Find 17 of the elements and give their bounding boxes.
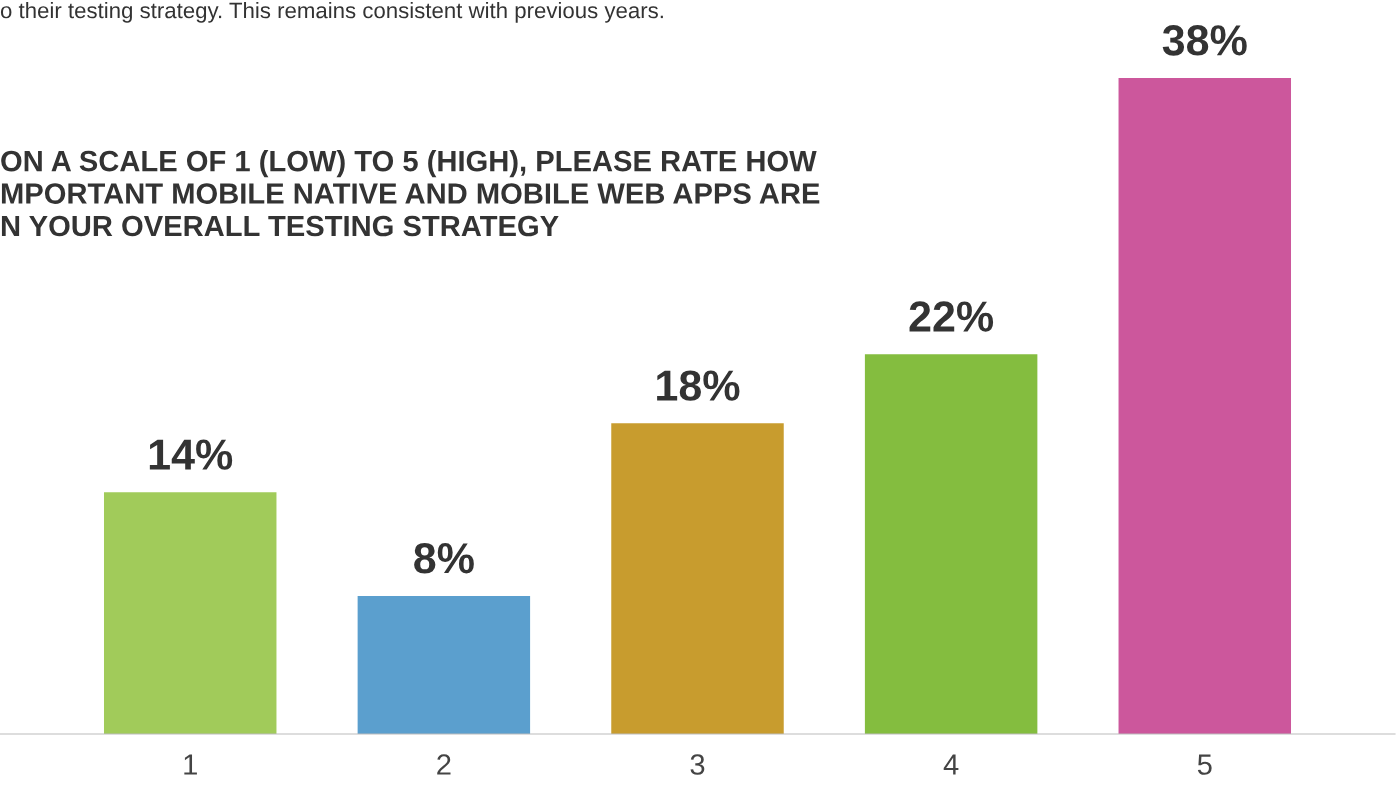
text: o their testing strategy. This remains consistent with previous years. [0, 2, 663, 23]
bar [103, 492, 277, 734]
bar [864, 354, 1038, 734]
data-label: 14% [149, 439, 233, 470]
data-label: 8% [414, 543, 474, 574]
x-tick-label: 4 [943, 754, 959, 775]
data-label: 22% [909, 301, 994, 332]
x-tick-label: 1 [184, 754, 197, 775]
bar [1118, 78, 1292, 734]
x-tick-label: 5 [1197, 754, 1212, 775]
data-label: 18% [657, 370, 740, 401]
bar [611, 423, 784, 734]
text: ON A SCALE OF 1 (LOW) TO 5 (HIGH), PLEASE RATE HOW MPORTANT MOBILE NATIVE AND MOBILE WEB APPS ARE N YOUR OVERALL TESTING STRATEGY [1, 150, 820, 237]
x-tick-label: 2 [437, 754, 451, 775]
bar [357, 595, 531, 734]
data-label: 38% [1162, 25, 1247, 56]
x-tick-label: 3 [690, 754, 705, 775]
